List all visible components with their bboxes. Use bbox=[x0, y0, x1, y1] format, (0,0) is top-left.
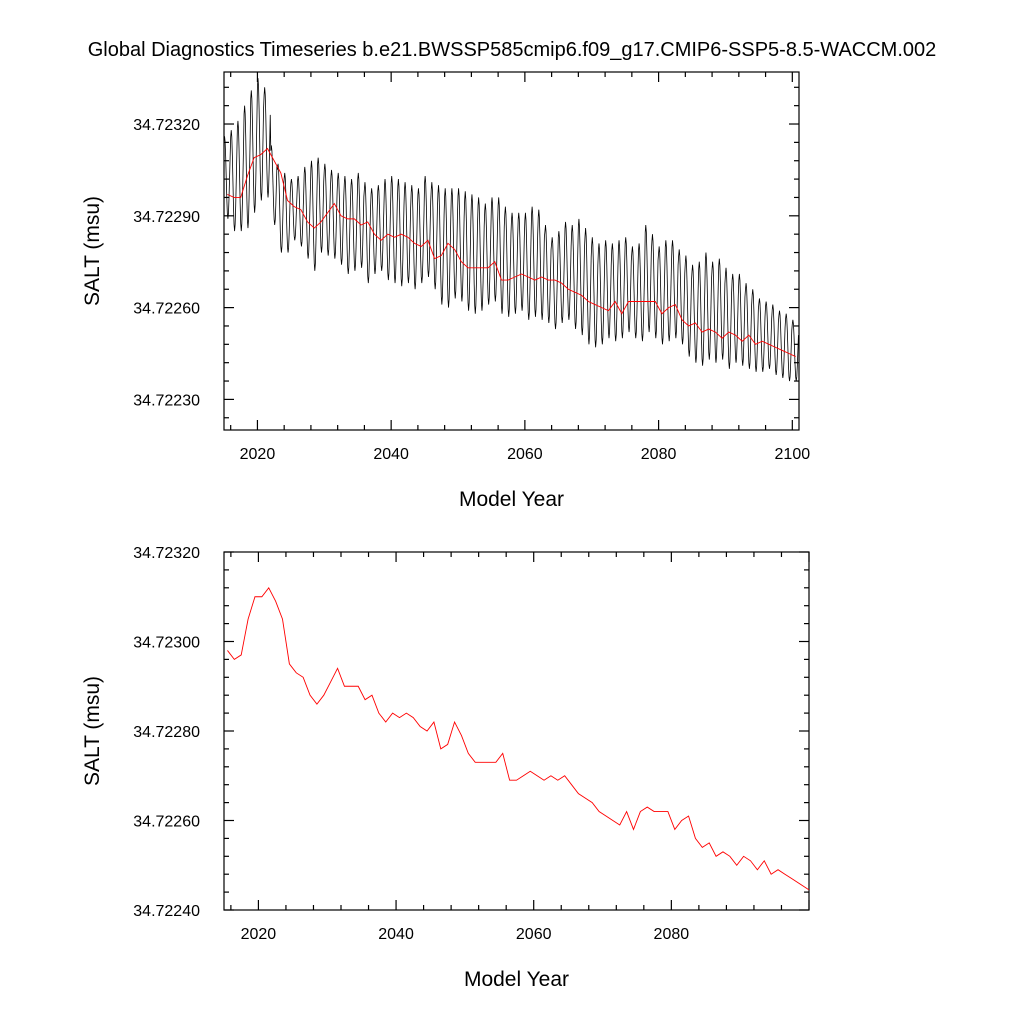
annual-mean-series-line bbox=[227, 586, 809, 891]
top-panel: 2020 2040 2060 2080 2100 34.72230 34.72260 34.7… bbox=[81, 71, 811, 511]
y-tick-label: 34.72320 bbox=[133, 545, 200, 562]
x-tick-label: 2080 bbox=[641, 446, 677, 463]
x-tick-label: 2020 bbox=[241, 926, 277, 943]
y-tick-label: 34.72290 bbox=[133, 209, 200, 226]
x-tick-label: 2040 bbox=[378, 926, 414, 943]
x-tick-label: 2020 bbox=[240, 446, 276, 463]
x-tick-label: 2060 bbox=[516, 926, 552, 943]
figure-title: Global Diagnostics Timeseries b.e21.BWSS… bbox=[87, 39, 937, 61]
x-tick-label: 2080 bbox=[654, 926, 690, 943]
y-axis-title: SALT (msu) bbox=[81, 196, 104, 306]
x-tick-label: 2060 bbox=[507, 446, 543, 463]
x-tick-label: 2100 bbox=[775, 446, 811, 463]
x-axis-title: Model Year bbox=[459, 488, 564, 511]
monthly-series-line bbox=[224, 78, 799, 382]
y-tick-label: 34.72260 bbox=[133, 814, 200, 831]
x-tick-label: 2040 bbox=[373, 446, 409, 463]
bottom-panel: 2020 2040 2060 2080 34.72240 34.72260 34.72280… bbox=[81, 545, 810, 991]
plot-frame bbox=[223, 71, 800, 431]
x-axis-title: Model Year bbox=[464, 968, 569, 991]
y-tick-label: 34.72320 bbox=[133, 117, 200, 134]
y-axis-title: SALT (msu) bbox=[81, 676, 104, 786]
y-tick-label: 34.72280 bbox=[133, 724, 200, 741]
y-tick-label: 34.72260 bbox=[133, 301, 200, 318]
plot-frame bbox=[223, 551, 810, 911]
y-tick-label: 34.72230 bbox=[133, 392, 200, 409]
annual-mean-series-line bbox=[227, 147, 796, 357]
y-tick-label: 34.72300 bbox=[133, 635, 200, 652]
y-tick-label: 34.72240 bbox=[133, 903, 200, 920]
